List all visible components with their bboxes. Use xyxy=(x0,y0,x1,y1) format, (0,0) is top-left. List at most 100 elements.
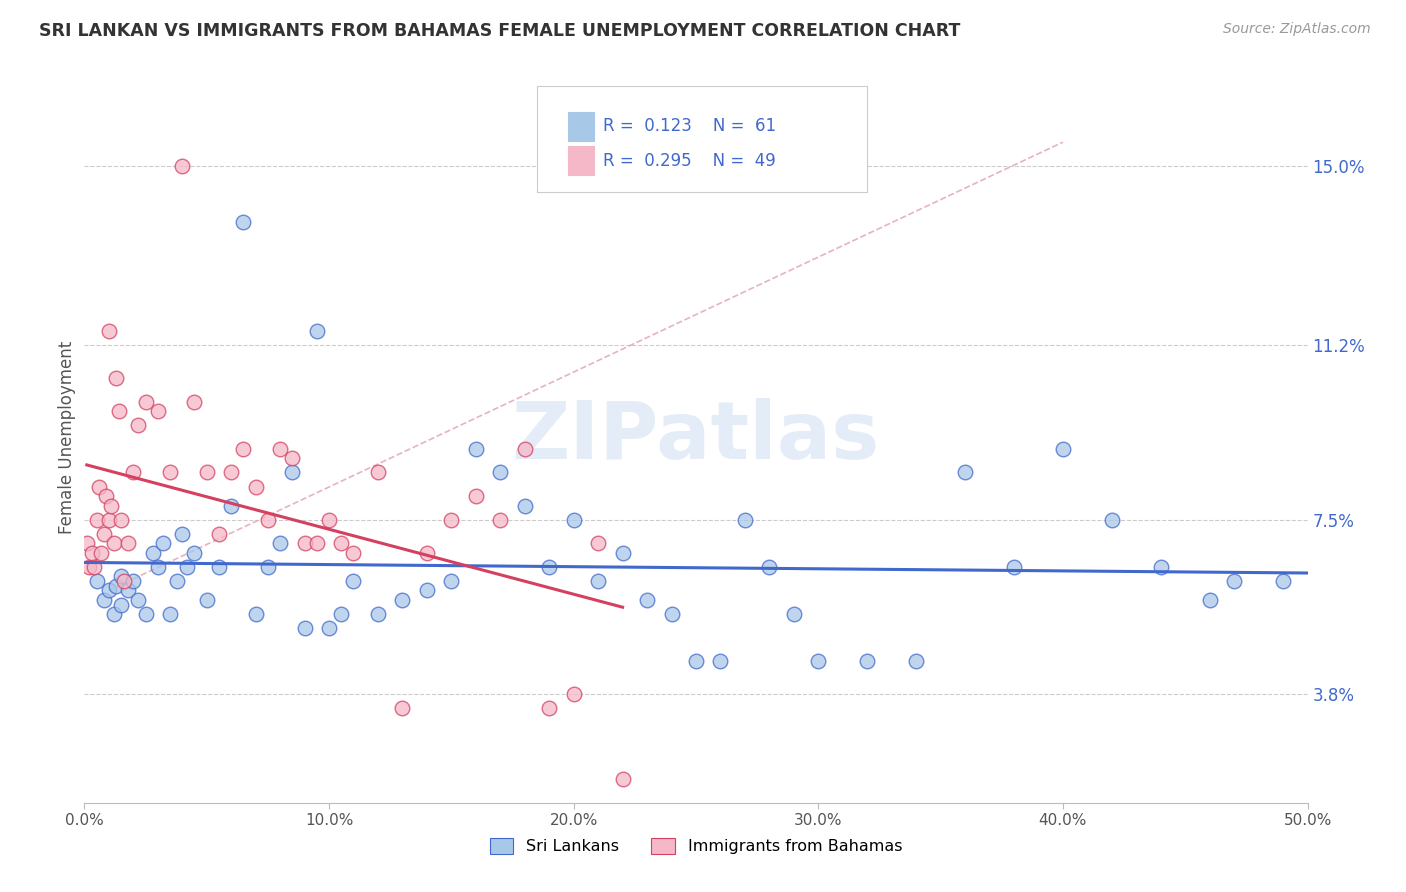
Point xyxy=(856,654,879,668)
Point xyxy=(97,513,120,527)
Point xyxy=(110,513,132,527)
Point xyxy=(97,583,120,598)
Point xyxy=(107,404,129,418)
Point xyxy=(232,442,254,456)
Point xyxy=(709,654,731,668)
Text: SRI LANKAN VS IMMIGRANTS FROM BAHAMAS FEMALE UNEMPLOYMENT CORRELATION CHART: SRI LANKAN VS IMMIGRANTS FROM BAHAMAS FE… xyxy=(39,22,960,40)
Point xyxy=(734,513,756,527)
Point xyxy=(513,442,536,456)
Point xyxy=(183,546,205,560)
Point xyxy=(294,621,316,635)
Point xyxy=(146,559,169,574)
Point xyxy=(219,499,242,513)
Point xyxy=(90,546,112,560)
Point xyxy=(318,621,340,635)
Point xyxy=(208,526,231,541)
Point xyxy=(562,687,585,701)
Point xyxy=(636,593,658,607)
Point xyxy=(905,654,928,668)
Point xyxy=(93,593,115,607)
Text: R =  0.295    N =  49: R = 0.295 N = 49 xyxy=(603,152,776,169)
Point xyxy=(538,559,561,574)
Point xyxy=(110,598,132,612)
Point xyxy=(391,593,413,607)
Point xyxy=(440,513,463,527)
Point xyxy=(122,574,145,588)
Point xyxy=(146,404,169,418)
Point xyxy=(176,559,198,574)
Point xyxy=(464,442,486,456)
Point xyxy=(330,536,353,550)
Point xyxy=(142,546,165,560)
Point xyxy=(1052,442,1074,456)
Point xyxy=(953,466,976,480)
Point xyxy=(93,526,115,541)
Point xyxy=(135,607,157,621)
Point xyxy=(391,701,413,715)
Point xyxy=(86,574,108,588)
Point xyxy=(159,466,181,480)
Y-axis label: Female Unemployment: Female Unemployment xyxy=(58,341,76,533)
Point xyxy=(807,654,830,668)
Text: R =  0.123    N =  61: R = 0.123 N = 61 xyxy=(603,117,776,136)
Point xyxy=(1198,593,1220,607)
Point xyxy=(305,324,328,338)
Point xyxy=(440,574,463,588)
Point xyxy=(117,583,139,598)
Point xyxy=(80,546,103,560)
Point xyxy=(612,546,634,560)
Point xyxy=(367,607,389,621)
Point xyxy=(367,466,389,480)
Point xyxy=(172,159,194,173)
Point xyxy=(281,451,304,466)
Point xyxy=(159,607,181,621)
Point xyxy=(269,442,291,456)
Point xyxy=(318,513,340,527)
Text: Source: ZipAtlas.com: Source: ZipAtlas.com xyxy=(1223,22,1371,37)
Point xyxy=(86,513,108,527)
Point xyxy=(1150,559,1173,574)
Point xyxy=(758,559,780,574)
Point xyxy=(294,536,316,550)
Point xyxy=(195,593,218,607)
Point xyxy=(77,559,100,574)
Point xyxy=(87,480,110,494)
Point xyxy=(1223,574,1246,588)
Point xyxy=(76,536,98,550)
Point xyxy=(105,371,128,385)
Point xyxy=(489,513,512,527)
Text: ZIPatlas: ZIPatlas xyxy=(512,398,880,476)
Point xyxy=(257,513,280,527)
Point xyxy=(1002,559,1025,574)
Point xyxy=(117,536,139,550)
Point xyxy=(305,536,328,550)
Point xyxy=(127,418,149,433)
Point xyxy=(245,607,267,621)
Point xyxy=(97,324,120,338)
Point xyxy=(172,526,194,541)
Point xyxy=(330,607,353,621)
Point xyxy=(135,394,157,409)
Point xyxy=(257,559,280,574)
Point xyxy=(562,513,585,527)
Point xyxy=(127,593,149,607)
Point xyxy=(103,536,125,550)
Point xyxy=(281,466,304,480)
Point xyxy=(489,466,512,480)
Point xyxy=(586,574,609,588)
Point xyxy=(232,215,254,229)
Point xyxy=(166,574,188,588)
Point xyxy=(342,546,364,560)
Point xyxy=(103,607,125,621)
Point xyxy=(661,607,683,621)
Bar xyxy=(568,146,595,175)
Point xyxy=(538,701,561,715)
Point xyxy=(100,499,122,513)
Point xyxy=(112,574,135,588)
Point xyxy=(513,499,536,513)
Point xyxy=(586,536,609,550)
Point xyxy=(105,579,128,593)
Point xyxy=(685,654,707,668)
FancyBboxPatch shape xyxy=(537,86,868,192)
Point xyxy=(195,466,218,480)
